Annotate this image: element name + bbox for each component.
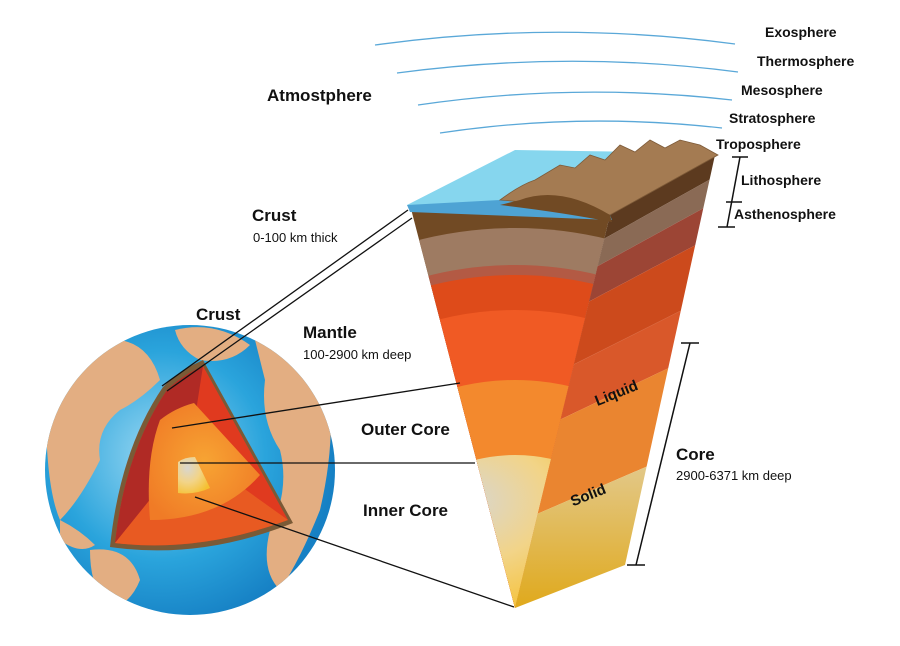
globe-cutaway xyxy=(110,360,293,551)
core-bracket xyxy=(627,342,699,566)
side-band-6 xyxy=(515,466,647,608)
label-stratosphere: Stratosphere xyxy=(729,110,816,126)
label-inner-core: Inner Core xyxy=(363,501,449,520)
label-core: Core xyxy=(676,445,715,464)
label-exosphere: Exosphere xyxy=(765,24,837,40)
side-band-3 xyxy=(573,245,696,365)
label-atmosphere: Atmostphere xyxy=(267,86,372,105)
thermosphere-line xyxy=(396,60,739,74)
mesosphere-line xyxy=(417,91,733,106)
label-lithosphere: Lithosphere xyxy=(741,172,822,188)
side-band-2 xyxy=(589,208,704,302)
side-band-5 xyxy=(537,368,669,514)
label-crust: Crust xyxy=(252,206,297,225)
earth-layers-column xyxy=(407,139,719,608)
core-detail: 2900-6371 km deep xyxy=(676,468,792,483)
label-mantle: Mantle xyxy=(303,323,357,342)
exosphere-line xyxy=(374,31,736,46)
globe xyxy=(45,325,335,615)
side-band-4 xyxy=(560,310,681,420)
label-asthenosphere: Asthenosphere xyxy=(734,206,836,222)
stratosphere-line xyxy=(439,120,723,134)
label-thermosphere: Thermosphere xyxy=(757,53,855,69)
label-mesosphere: Mesosphere xyxy=(741,82,823,98)
mantle-detail: 100-2900 km deep xyxy=(303,347,412,362)
side-band-0 xyxy=(604,155,715,239)
label-troposphere: Troposphere xyxy=(716,136,801,152)
side-band-1 xyxy=(597,179,710,267)
label-outer-core: Outer Core xyxy=(361,420,450,439)
connector-lines xyxy=(161,209,515,608)
crust-detail: 0-100 km thick xyxy=(253,230,338,245)
label-globe-crust: Crust xyxy=(196,305,241,324)
atmosphere-lines xyxy=(374,31,739,134)
ocean-edge xyxy=(407,200,612,220)
lithosphere-bracket xyxy=(718,156,748,228)
column-side-face xyxy=(515,155,715,608)
